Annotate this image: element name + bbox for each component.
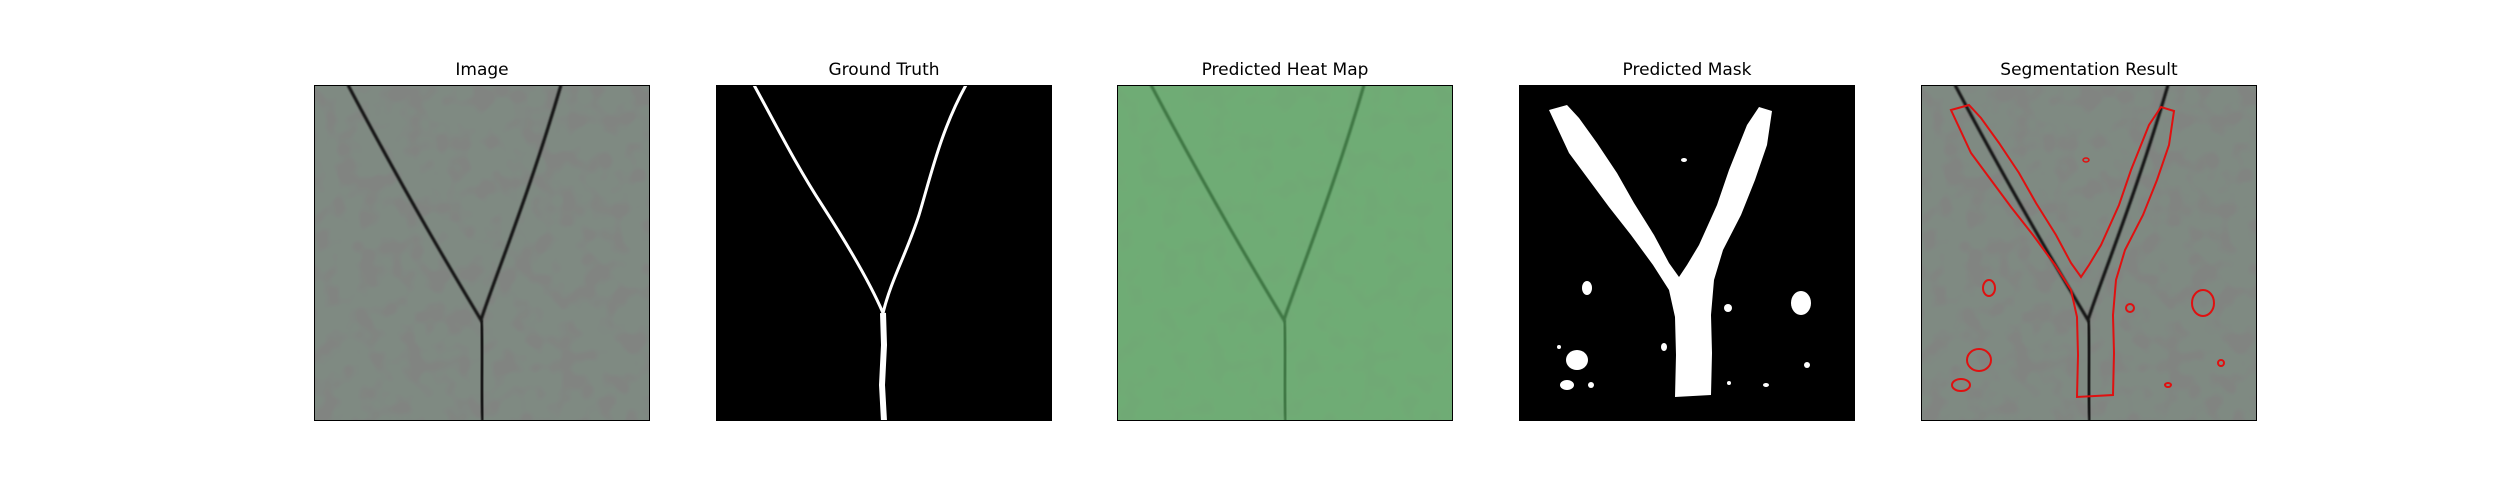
ground-truth-mask xyxy=(716,85,1052,421)
mask-blob xyxy=(1582,281,1592,295)
gt-crack-right xyxy=(881,85,968,314)
panel-title-heat-map: Predicted Heat Map xyxy=(1201,60,1369,80)
segmentation-result xyxy=(1921,85,2257,421)
panel-title-ground-truth: Ground Truth xyxy=(828,60,940,80)
heat-overlay xyxy=(1117,85,1453,421)
panel-title-predicted-mask: Predicted Mask xyxy=(1622,60,1752,80)
contour-blob xyxy=(1966,348,1992,372)
mask-blob xyxy=(1560,380,1574,390)
crack-line xyxy=(346,85,563,324)
panel-ground-truth: Ground Truth xyxy=(716,0,1052,500)
gt-crack-stem xyxy=(878,312,888,421)
panel-title-image: Image xyxy=(455,60,509,80)
predicted-mask xyxy=(1519,85,1855,421)
input-image xyxy=(314,85,650,421)
mask-blob xyxy=(1791,291,1811,315)
crack-stem xyxy=(479,319,485,421)
heat-map-overlay xyxy=(1117,85,1453,421)
panel-segmentation-result: Segmentation Result xyxy=(1921,0,2257,500)
contour-main xyxy=(1949,103,2176,399)
panel-predicted-mask: Predicted Mask xyxy=(1519,0,1855,500)
mask-region-main xyxy=(1549,105,1772,397)
contour-blob xyxy=(2191,289,2215,317)
gt-crack-left xyxy=(752,85,885,314)
contour-blob xyxy=(1982,279,1996,297)
mask-blob xyxy=(1566,350,1588,370)
panel-heat-map: Predicted Heat Map xyxy=(1117,0,1453,500)
panel-image: Image xyxy=(314,0,650,500)
panel-title-segmentation-result: Segmentation Result xyxy=(2000,60,2178,80)
